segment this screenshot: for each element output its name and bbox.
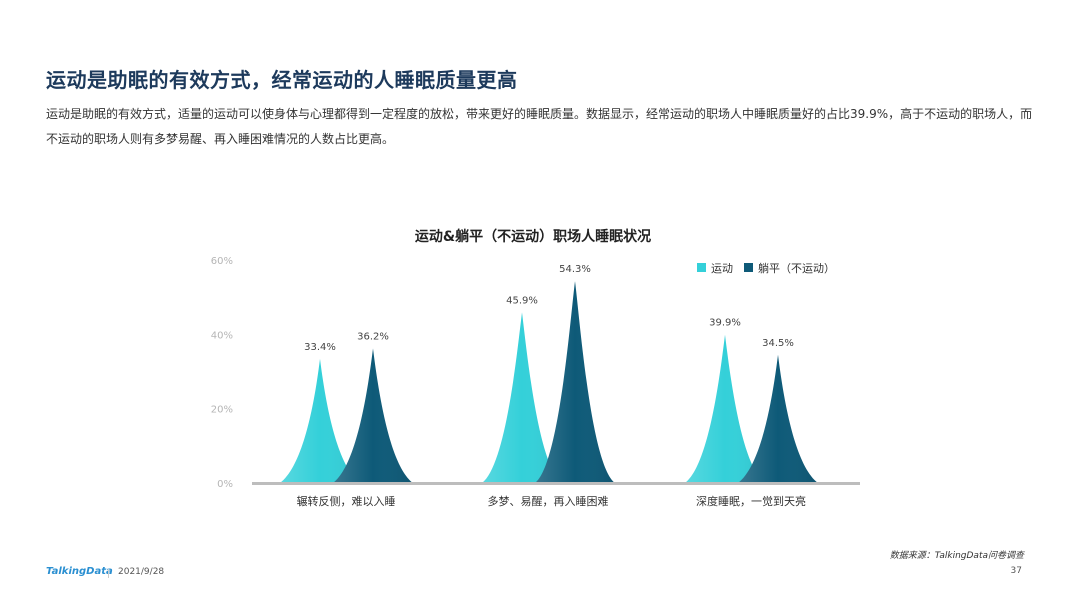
legend-swatch — [697, 263, 706, 272]
data-label: 39.9% — [709, 318, 741, 329]
legend-swatch — [744, 263, 753, 272]
legend-label: 躺平（不运动） — [758, 261, 835, 275]
x-tick-label: 辗转反侧，难以入睡 — [297, 494, 396, 508]
data-label: 54.3% — [559, 264, 591, 275]
bar-shading — [482, 312, 562, 483]
bar-shading — [738, 354, 818, 483]
y-tick-label: 60% — [211, 256, 233, 267]
data-label: 33.4% — [304, 342, 336, 353]
data-label: 34.5% — [762, 338, 794, 349]
data-label: 36.2% — [357, 331, 389, 342]
footer-date: 2021/9/28 — [118, 567, 165, 577]
legend-label: 运动 — [711, 262, 733, 275]
bars-layer: 33.4% 45.9% 39.9% 36.2% 54.3% 34.5% — [280, 264, 818, 483]
x-axis: 辗转反侧，难以入睡 多梦、易醒，再入睡困难 深度睡眠，一觉到天亮 — [252, 482, 860, 508]
y-tick-label: 40% — [211, 330, 233, 341]
page-description: 运动是助眠的有效方式，适量的运动可以使身体与心理都得到一定程度的放松，带来更好的… — [46, 107, 1033, 146]
bar-shading — [280, 358, 360, 483]
y-tick-label: 0% — [217, 479, 233, 490]
x-tick-label: 深度睡眠，一觉到天亮 — [696, 494, 806, 508]
bar-shading — [333, 348, 413, 483]
chart-legend: 运动 躺平（不运动） — [697, 261, 835, 275]
y-axis: 0% 20% 40% 60% — [211, 256, 233, 490]
chart-title: 运动&躺平（不运动）职场人睡眠状况 — [414, 229, 652, 245]
footer-divider — [108, 569, 109, 578]
bar-shading — [685, 334, 765, 483]
brand-logo: TalkingData — [46, 566, 113, 577]
data-source: 数据来源：TalkingData问卷调查 — [889, 551, 1024, 561]
y-tick-label: 20% — [211, 405, 233, 416]
page-title: 运动是助眠的有效方式，经常运动的人睡眠质量更高 — [46, 68, 518, 92]
page-number: 37 — [1010, 566, 1022, 576]
bar-shading — [535, 281, 615, 483]
x-tick-label: 多梦、易醒，再入睡困难 — [488, 494, 609, 508]
data-label: 45.9% — [506, 295, 538, 306]
